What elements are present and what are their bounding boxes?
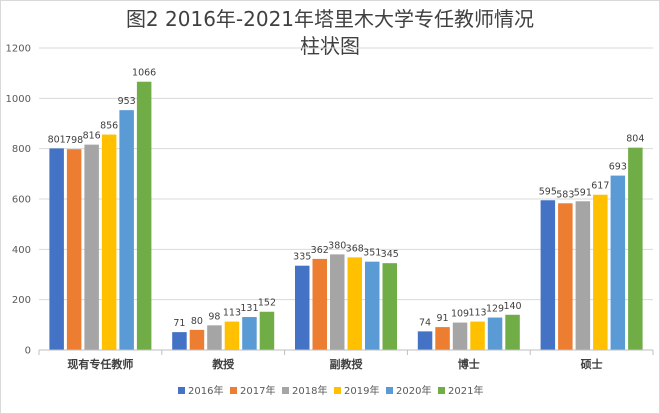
bar (540, 200, 556, 350)
bar (347, 257, 362, 350)
data-label: 816 (83, 131, 101, 142)
data-label: 131 (240, 303, 258, 314)
legend-swatch (230, 387, 237, 394)
data-label: 113 (468, 308, 486, 319)
bar (136, 81, 152, 351)
bar-marks (49, 81, 643, 351)
bar (470, 321, 485, 350)
bar (487, 317, 503, 350)
x-tick-label: 博士 (458, 357, 480, 371)
data-label: 71 (173, 318, 185, 329)
bar (119, 110, 134, 350)
bar (435, 327, 450, 350)
legend-label: 2016年 (188, 384, 223, 397)
data-label: 368 (346, 243, 364, 254)
data-label: 109 (451, 309, 469, 320)
bar (505, 314, 520, 350)
legend-label: 2020年 (396, 384, 431, 397)
data-label: 129 (486, 304, 504, 315)
data-label: 856 (100, 121, 118, 132)
bar (628, 147, 643, 350)
chart-subtitle: 柱状图 (300, 34, 360, 58)
data-label: 351 (363, 248, 381, 259)
bar (172, 332, 187, 350)
x-tick-label: 硕士 (581, 357, 603, 371)
bar (593, 194, 608, 350)
bar (417, 331, 433, 350)
chart-title: 图2 2016年-2021年塔里木大学专任教师情况 (126, 7, 534, 31)
bar (207, 325, 222, 350)
legend-swatch (438, 387, 445, 394)
y-tick-label: 400 (12, 245, 31, 256)
data-label: 953 (118, 96, 136, 107)
data-label: 798 (65, 135, 83, 146)
data-label: 152 (258, 298, 276, 309)
bar (610, 175, 626, 350)
y-tick-label: 1200 (6, 44, 31, 55)
data-label: 362 (311, 245, 329, 256)
data-label: 345 (381, 249, 399, 260)
legend-label: 2017年 (240, 384, 275, 397)
data-label: 98 (208, 311, 220, 322)
data-label: 804 (626, 134, 644, 145)
bar (242, 317, 257, 350)
bar (558, 203, 573, 350)
data-label: 91 (437, 313, 449, 324)
data-label: 617 (591, 181, 609, 192)
bar (101, 134, 117, 350)
bar (84, 144, 99, 350)
data-label: 1066 (132, 68, 156, 79)
y-tick-label: 200 (12, 295, 31, 306)
x-tick-label: 副教授 (330, 357, 364, 371)
y-tick-label: 0 (25, 346, 31, 357)
data-label: 140 (503, 301, 521, 312)
data-label: 591 (574, 187, 592, 198)
legend: 2016年 2017年 2018年 2019年 2020年 2021年 (178, 384, 483, 397)
data-label: 80 (191, 316, 203, 327)
data-label: 74 (419, 317, 431, 328)
legend-swatch (178, 387, 185, 394)
legend-label: 2021年 (448, 384, 483, 397)
y-axis: 0 200 400 600 800 1000 1200 (6, 44, 31, 357)
legend-swatch (282, 387, 289, 394)
bar (49, 148, 64, 350)
legend-swatch (334, 387, 341, 394)
legend-label: 2018年 (292, 384, 327, 397)
data-label: 113 (223, 308, 241, 319)
bar (365, 261, 380, 350)
bar (382, 263, 397, 350)
bar (66, 149, 82, 350)
y-tick-label: 800 (12, 144, 31, 155)
x-tick-label: 现有专任教师 (67, 357, 133, 371)
bar (259, 311, 275, 350)
legend-label: 2019年 (344, 384, 379, 397)
bar (295, 265, 310, 350)
data-label: 335 (293, 252, 311, 263)
bar (189, 329, 205, 350)
bar (312, 258, 327, 350)
data-label: 583 (556, 189, 574, 200)
legend-swatch (386, 387, 393, 394)
y-tick-label: 600 (12, 195, 31, 206)
bar (330, 254, 345, 350)
bar (452, 322, 468, 350)
data-label: 693 (609, 162, 627, 173)
data-label: 595 (539, 186, 557, 197)
data-label: 380 (328, 240, 346, 251)
x-tick-label: 教授 (211, 357, 235, 371)
y-tick-label: 1000 (6, 94, 31, 105)
bar (575, 201, 591, 350)
x-axis: 现有专任教师 教授 副教授 博士 硕士 (38, 349, 654, 371)
bar (224, 321, 240, 350)
data-label: 801 (48, 134, 66, 145)
